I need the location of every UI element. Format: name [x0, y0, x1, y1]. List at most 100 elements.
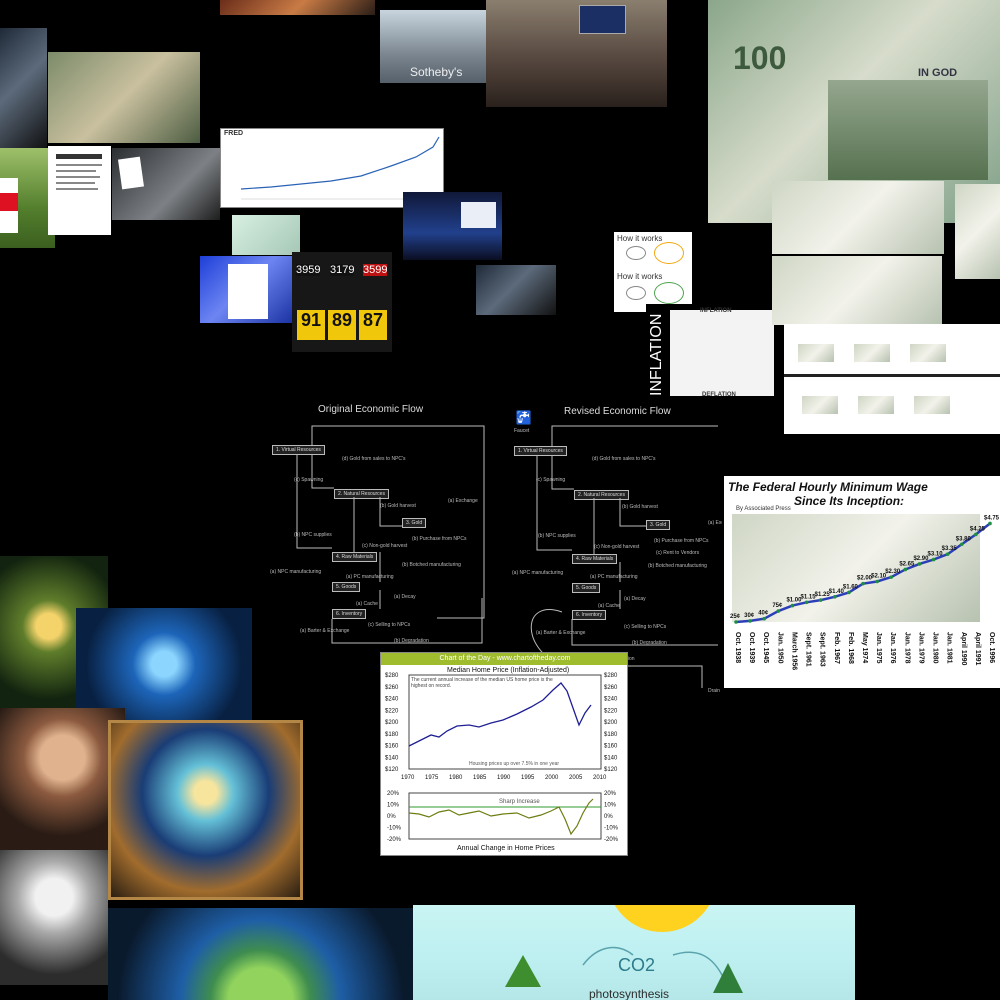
home-chart-header: Chart of the Day - www.chartoftheday.com	[381, 653, 627, 665]
annual-change-ytick-left: -10%	[387, 826, 402, 832]
city-protest-photo	[0, 28, 47, 148]
hand-holding-document-photo	[200, 256, 300, 323]
home-chart-title: Median Home Price (Inflation-Adjusted)	[447, 667, 570, 674]
annual-change-ytick-right: 10%	[604, 803, 617, 809]
economic-flow-lines	[296, 425, 718, 688]
one-dollar-bill-photo-3	[955, 184, 1000, 279]
co2-text: CO2	[618, 955, 656, 975]
minimum-wage-value-label: 25¢	[730, 614, 741, 620]
minimum-wage-value-label: $3.80	[956, 536, 972, 542]
home-price-ytick-right: $220	[604, 708, 618, 714]
minimum-wage-date-label: Sept. 1961	[805, 632, 812, 667]
median-home-price-chart: Chart of the Day - www.chartoftheday.com…	[380, 652, 628, 856]
right-box-2: 2. Natural Resources	[574, 490, 629, 500]
minimum-wage-value-label: $3.35	[942, 546, 958, 552]
right-flow-label-15: (c) Selling to NPCs	[624, 624, 667, 630]
sothebys-sign-text: Sotheby's	[410, 65, 463, 79]
minimum-wage-date-label: Oct. 1938	[734, 632, 741, 663]
minimum-wage-point	[847, 590, 851, 595]
right-flow-label-6: (c) Non-gold harvest	[594, 544, 640, 550]
fred-logo: FRED	[224, 130, 244, 137]
min-wage-source: By Associated Press	[736, 506, 791, 512]
document-page-tile	[48, 146, 111, 235]
right-box-6: 6. Inventory	[572, 610, 607, 620]
home-price-series-line	[408, 682, 592, 747]
minimum-wage-date-label: Jan. 1976	[889, 632, 896, 664]
left-flow-label-13: (a) Barter & Exchange	[300, 628, 350, 634]
minimum-wage-point	[790, 603, 795, 608]
left-flow-label-5: (b) NPC supplies	[294, 532, 332, 538]
minimum-wage-value-label: $4.75	[984, 515, 1000, 521]
min-wage-title-1: The Federal Hourly Minimum Wage	[728, 480, 928, 494]
minimum-wage-point	[945, 552, 950, 556]
left-flow-label-2: (c) Spawning	[294, 477, 324, 483]
top-painting-tile	[220, 0, 375, 15]
home-price-ytick-left: $260	[385, 685, 399, 691]
left-flow-label-9: (a) PC manufacturing	[346, 574, 394, 580]
photosynthesis-arrows	[505, 946, 743, 993]
how-it-works-text-1: How it works	[617, 234, 663, 243]
annual-change-ytick-right: 20%	[604, 791, 617, 797]
right-flow-label-10: (a) PC manufacturing	[590, 574, 638, 580]
minimum-wage-date-label: Jan. 1979	[917, 632, 924, 664]
minimum-wage-point	[917, 562, 922, 566]
gas-price-1: 3959	[296, 264, 321, 276]
minimum-wage-date-label: Jan. 1980	[932, 632, 939, 664]
minimum-wage-date-label: Feb. 1967	[833, 632, 840, 664]
minimum-wage-value-label: $4.25	[970, 526, 986, 532]
left-flow-label-7: (b) Purchase from NPCs	[412, 536, 467, 542]
left-flow-label-10: (b) Botched manufacturing	[402, 562, 461, 568]
revised-flow-title: Revised Economic Flow	[564, 406, 671, 417]
conference-screen-photo	[403, 192, 502, 260]
right-flow-label-3: (b) Gold harvest	[622, 504, 658, 510]
street-crowd-photo	[476, 265, 556, 315]
home-price-xtick: 2000	[545, 775, 559, 781]
left-box-1: 1. Virtual Resources	[272, 445, 325, 455]
minimum-wage-date-label: Jan. 1975	[875, 632, 882, 664]
minimum-wage-date-label: Oct. 1996	[988, 632, 995, 663]
mother-earth-art-photo	[108, 720, 303, 900]
minimum-wage-chart: The Federal Hourly Minimum Wage Since It…	[724, 476, 1000, 688]
minimum-wage-value-label: $2.90	[913, 556, 929, 562]
left-flow-label-8: (a) NPC manufacturing	[270, 569, 322, 575]
home-price-ytick-right: $240	[604, 697, 618, 703]
minimum-wage-value-label: $3.10	[928, 552, 944, 558]
right-flow-label-7: (b) Purchase from NPCs	[654, 538, 709, 544]
photosynthesis-text: photosynthesis	[589, 987, 670, 1000]
drain-label: Drain	[708, 688, 720, 694]
left-flow-label-12: (a) Cache	[356, 601, 378, 607]
left-flow-label-11: (a) Decay	[394, 594, 416, 600]
photosynthesis-diagram: CO2 photosynthesis	[413, 905, 855, 1000]
minimum-wage-point	[818, 598, 823, 602]
annual-change-ytick-right: 0%	[604, 814, 613, 820]
minimum-wage-point	[804, 600, 809, 605]
gas-prices-photo: 3959 3179 3599 91 89 87	[292, 252, 392, 352]
hundred-number: 100	[733, 40, 787, 76]
home-chart-sharp: Sharp Increase	[499, 799, 540, 805]
minimum-wage-point	[959, 542, 964, 547]
cash-stack-photo	[48, 52, 200, 143]
faucet-label: Faucet	[514, 428, 530, 434]
home-price-ytick-right: $140	[604, 755, 618, 761]
currency-timeline-tile	[784, 324, 1000, 434]
minimum-wage-point	[889, 575, 894, 579]
octane-89: 89	[328, 310, 356, 340]
home-chart-bottom-title: Annual Change in Home Prices	[457, 845, 555, 852]
home-price-ytick-left: $140	[385, 755, 399, 761]
left-box-2: 2. Natural Resources	[334, 489, 389, 499]
home-price-ytick-left: $180	[385, 732, 399, 738]
left-box-5: 5. Goods	[332, 582, 361, 592]
minimum-wage-value-label: 40¢	[758, 611, 769, 617]
home-price-plot-frame	[408, 674, 602, 770]
faucet-icon: 🚰	[515, 410, 533, 425]
how-it-works-text-2: How it works	[617, 272, 663, 281]
minimum-wage-point	[776, 609, 781, 613]
home-price-ytick-right: $280	[604, 673, 618, 679]
annual-change-ytick-left: 20%	[387, 791, 400, 797]
earth-eyes-photo	[76, 608, 252, 720]
home-price-ytick-left: $200	[385, 720, 399, 726]
right-box-4: 4. Raw Materials	[572, 554, 618, 564]
one-dollar-bill-photo-1	[772, 181, 944, 254]
deflation-small-title: DEFLATION	[702, 392, 736, 398]
home-price-ytick-left: $240	[385, 697, 399, 703]
